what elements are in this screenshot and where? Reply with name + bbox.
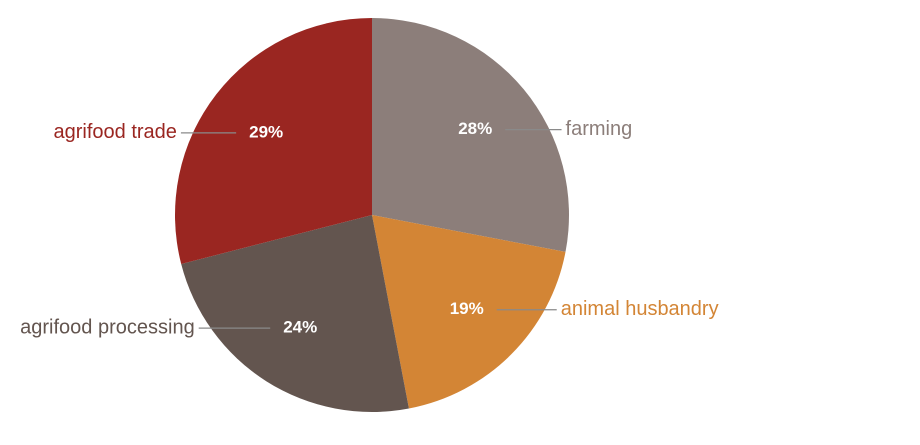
- category-label: agrifood processing: [20, 316, 195, 338]
- slice-label: 19%: [450, 299, 484, 318]
- category-label: farming: [566, 118, 633, 140]
- slice-label: 24%: [283, 318, 317, 337]
- pie-slice: [174, 18, 372, 264]
- category-label: agrifood trade: [54, 121, 177, 143]
- pie-slice: [181, 215, 409, 412]
- pie-slice: [372, 215, 566, 409]
- slice-label: 28%: [458, 119, 492, 138]
- category-label: animal husbandry: [561, 298, 719, 320]
- pie-slice: [372, 18, 569, 252]
- slice-label: 29%: [249, 122, 283, 141]
